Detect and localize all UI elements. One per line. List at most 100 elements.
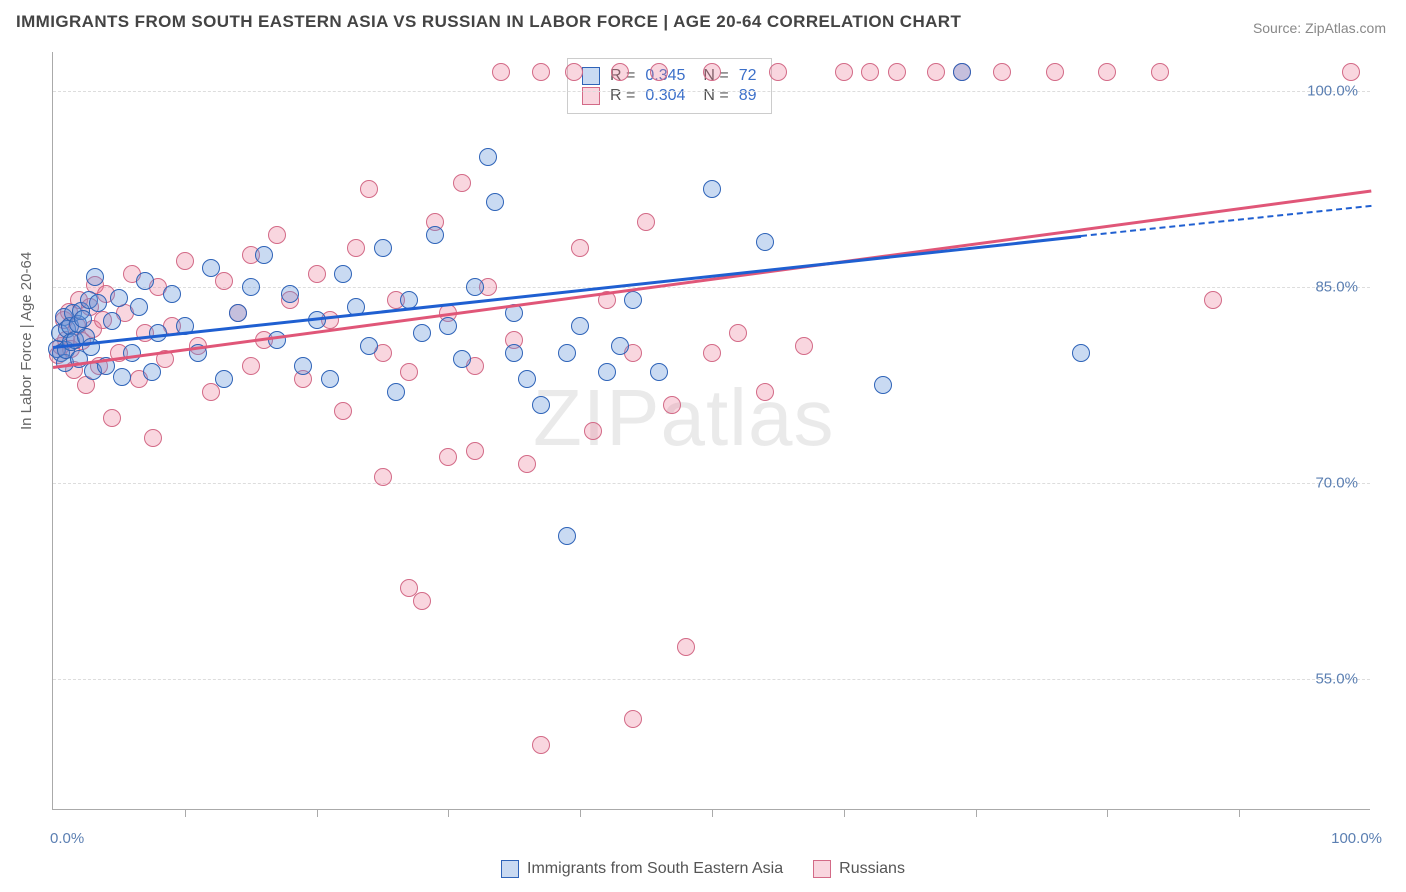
marker-blue bbox=[387, 383, 405, 401]
x-axis-min-label: 0.0% bbox=[50, 830, 84, 847]
marker-blue bbox=[479, 148, 497, 166]
marker-pink bbox=[1342, 63, 1360, 81]
marker-blue bbox=[650, 363, 668, 381]
marker-pink bbox=[624, 710, 642, 728]
marker-blue bbox=[110, 289, 128, 307]
marker-pink bbox=[756, 383, 774, 401]
swatch-pink bbox=[813, 860, 831, 878]
legend-stats-row: R = 0.345 N = 72 bbox=[582, 67, 757, 85]
y-tick-label: 55.0% bbox=[1315, 671, 1358, 688]
marker-pink bbox=[927, 63, 945, 81]
y-axis-label: In Labor Force | Age 20-64 bbox=[18, 252, 35, 430]
x-tick bbox=[448, 809, 449, 817]
marker-blue bbox=[486, 193, 504, 211]
marker-blue bbox=[439, 317, 457, 335]
source-credit: Source: ZipAtlas.com bbox=[1253, 20, 1386, 36]
marker-blue bbox=[143, 363, 161, 381]
x-axis-max-label: 100.0% bbox=[1331, 830, 1382, 847]
marker-pink bbox=[888, 63, 906, 81]
legend-text: N = bbox=[703, 87, 728, 105]
marker-blue bbox=[426, 226, 444, 244]
marker-pink bbox=[347, 239, 365, 257]
swatch-blue bbox=[501, 860, 519, 878]
marker-pink bbox=[729, 324, 747, 342]
marker-blue bbox=[360, 337, 378, 355]
chart-title: IMMIGRANTS FROM SOUTH EASTERN ASIA VS RU… bbox=[16, 12, 961, 32]
marker-pink bbox=[584, 422, 602, 440]
marker-blue bbox=[74, 310, 92, 328]
gridline-h bbox=[53, 483, 1370, 484]
legend-label: Immigrants from South Eastern Asia bbox=[527, 860, 783, 878]
marker-pink bbox=[518, 455, 536, 473]
marker-pink bbox=[400, 363, 418, 381]
marker-pink bbox=[993, 63, 1011, 81]
x-tick bbox=[1239, 809, 1240, 817]
marker-pink bbox=[242, 357, 260, 375]
marker-pink bbox=[360, 180, 378, 198]
legend-label: Russians bbox=[839, 860, 905, 878]
marker-blue bbox=[229, 304, 247, 322]
marker-pink bbox=[703, 344, 721, 362]
marker-blue bbox=[268, 331, 286, 349]
marker-blue bbox=[1072, 344, 1090, 362]
marker-pink bbox=[861, 63, 879, 81]
marker-blue bbox=[558, 527, 576, 545]
marker-pink bbox=[1098, 63, 1116, 81]
x-tick bbox=[580, 809, 581, 817]
marker-blue bbox=[202, 259, 220, 277]
y-tick-label: 70.0% bbox=[1315, 475, 1358, 492]
marker-pink bbox=[1046, 63, 1064, 81]
marker-pink bbox=[1151, 63, 1169, 81]
marker-blue bbox=[571, 317, 589, 335]
marker-blue bbox=[281, 285, 299, 303]
gridline-h bbox=[53, 91, 1370, 92]
marker-blue bbox=[756, 233, 774, 251]
marker-pink bbox=[835, 63, 853, 81]
swatch-blue bbox=[582, 67, 600, 85]
marker-blue bbox=[163, 285, 181, 303]
marker-blue bbox=[321, 370, 339, 388]
marker-pink bbox=[663, 396, 681, 414]
gridline-h bbox=[53, 679, 1370, 680]
marker-pink bbox=[637, 213, 655, 231]
marker-pink bbox=[532, 63, 550, 81]
legend-bottom: Immigrants from South Eastern Asia Russi… bbox=[0, 860, 1406, 878]
marker-pink bbox=[532, 736, 550, 754]
marker-blue bbox=[89, 294, 107, 312]
marker-pink bbox=[1204, 291, 1222, 309]
marker-blue bbox=[505, 344, 523, 362]
marker-pink bbox=[769, 63, 787, 81]
marker-blue bbox=[532, 396, 550, 414]
marker-pink bbox=[215, 272, 233, 290]
marker-blue bbox=[136, 272, 154, 290]
marker-pink bbox=[308, 265, 326, 283]
marker-pink bbox=[374, 468, 392, 486]
marker-blue bbox=[123, 344, 141, 362]
marker-blue bbox=[413, 324, 431, 342]
marker-pink bbox=[795, 337, 813, 355]
marker-blue bbox=[374, 239, 392, 257]
plot-area: ZIPatlas R = 0.345 N = 72 R = 0.304 N = … bbox=[52, 52, 1370, 810]
legend-n-blue: 72 bbox=[739, 67, 757, 85]
marker-pink bbox=[565, 63, 583, 81]
marker-pink bbox=[334, 402, 352, 420]
marker-pink bbox=[611, 63, 629, 81]
legend-stats-row: R = 0.304 N = 89 bbox=[582, 87, 757, 105]
marker-pink bbox=[492, 63, 510, 81]
swatch-pink bbox=[582, 87, 600, 105]
marker-pink bbox=[144, 429, 162, 447]
marker-blue bbox=[86, 268, 104, 286]
marker-pink bbox=[268, 226, 286, 244]
marker-pink bbox=[571, 239, 589, 257]
marker-blue bbox=[703, 180, 721, 198]
x-tick bbox=[712, 809, 713, 817]
marker-blue bbox=[453, 350, 471, 368]
marker-blue bbox=[953, 63, 971, 81]
legend-text: R = bbox=[610, 87, 635, 105]
marker-blue bbox=[611, 337, 629, 355]
y-tick-label: 85.0% bbox=[1315, 279, 1358, 296]
x-tick bbox=[185, 809, 186, 817]
marker-pink bbox=[453, 174, 471, 192]
x-tick bbox=[317, 809, 318, 817]
x-tick bbox=[976, 809, 977, 817]
